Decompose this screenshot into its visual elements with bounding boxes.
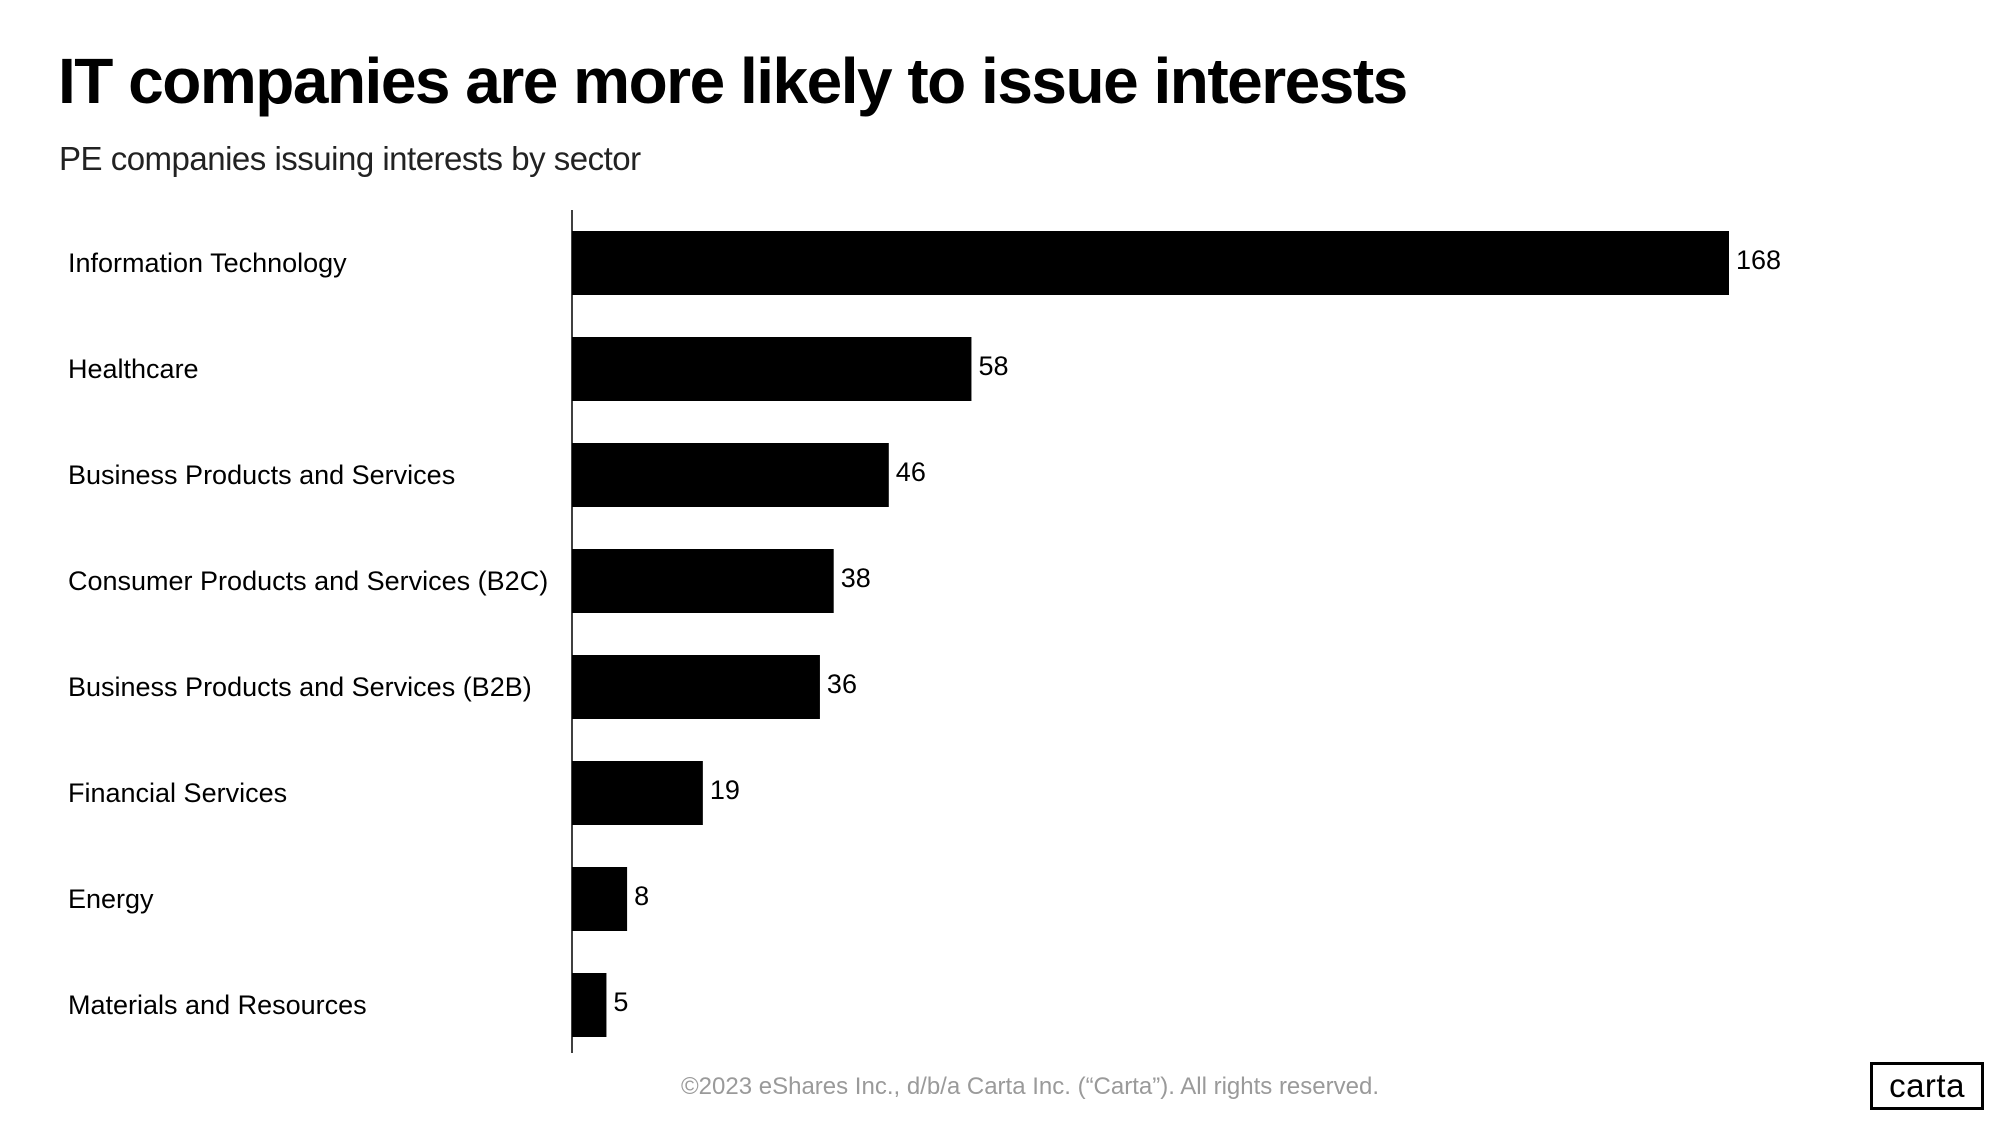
carta-logo: carta bbox=[1870, 1062, 1984, 1110]
bar bbox=[572, 761, 703, 825]
bar bbox=[572, 549, 834, 613]
data-label: 19 bbox=[710, 775, 740, 805]
chart-title: IT companies are more likely to issue in… bbox=[58, 45, 1408, 117]
bar bbox=[572, 231, 1729, 295]
data-label: 38 bbox=[841, 563, 871, 593]
data-label: 36 bbox=[827, 669, 857, 699]
copyright-footer: ©2023 eShares Inc., d/b/a Carta Inc. (“C… bbox=[681, 1073, 1379, 1100]
bar bbox=[572, 973, 607, 1037]
category-label: Business Products and Services bbox=[68, 460, 455, 490]
bar bbox=[572, 867, 628, 931]
bar bbox=[572, 443, 889, 507]
category-label: Business Products and Services (B2B) bbox=[68, 672, 532, 702]
logo-text: carta bbox=[1889, 1067, 1965, 1104]
chart-subtitle: PE companies issuing interests by sector bbox=[59, 140, 641, 177]
category-label: Healthcare bbox=[68, 354, 199, 384]
data-label: 8 bbox=[634, 881, 649, 911]
data-label: 5 bbox=[613, 987, 628, 1017]
category-label: Materials and Resources bbox=[68, 990, 367, 1020]
category-label: Consumer Products and Services (B2C) bbox=[68, 566, 548, 596]
data-label: 168 bbox=[1736, 245, 1781, 275]
category-label: Financial Services bbox=[68, 778, 287, 808]
category-label: Energy bbox=[68, 884, 154, 914]
bar bbox=[572, 337, 972, 401]
data-label: 58 bbox=[978, 351, 1008, 381]
category-label: Information Technology bbox=[68, 248, 347, 278]
data-label: 46 bbox=[896, 457, 926, 487]
bar bbox=[572, 655, 820, 719]
